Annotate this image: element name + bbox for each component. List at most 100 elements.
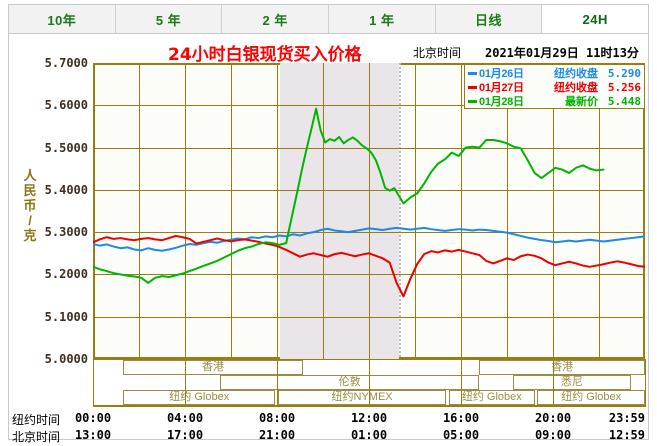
nymex-session-shading bbox=[280, 63, 399, 359]
y-axis-tick-label: 5.0000 bbox=[44, 352, 88, 366]
session-label: 纽约NYMEX bbox=[331, 391, 393, 403]
x-axis-row2-label: 北京时间 bbox=[12, 430, 61, 444]
market-session-bars: 香港 香港 伦敦 悉尼 纽约 Globex 纽约NYMEX 纽约 Globex 纽约 Glob… bbox=[93, 359, 646, 407]
x-axis-tick-bj: 12:59 bbox=[608, 428, 645, 442]
tab-daily[interactable]: 日线 bbox=[435, 5, 543, 33]
legend-value: 5.290 bbox=[607, 66, 641, 80]
session-bar bbox=[219, 375, 480, 390]
y-axis-labels: 5.7000 5.6000 5.5000 5.4000 5.3000 5.2000 5.10… bbox=[0, 56, 88, 366]
grid-line-vertical bbox=[415, 63, 416, 359]
y-axis-title-char: 币 bbox=[23, 198, 37, 213]
legend-value: 5.256 bbox=[607, 80, 641, 94]
session-divider bbox=[93, 359, 94, 407]
session-bar bbox=[123, 360, 303, 375]
x-axis-tick-ny: 08:00 bbox=[258, 411, 296, 425]
y-axis-title-char: 人 bbox=[23, 168, 37, 183]
session-divider bbox=[185, 359, 186, 407]
grid-line-vertical bbox=[461, 63, 462, 359]
y-axis-tick-label: 5.4000 bbox=[44, 182, 88, 197]
session-label: 伦敦 bbox=[338, 376, 361, 388]
series-legend: 01月26日 纽约收盘 5.290 01月27日 纽约收盘 5.256 01月2… bbox=[464, 64, 645, 109]
x-axis-tick-bj: 09:00 bbox=[534, 428, 572, 442]
y-axis-tick-label: 5.7000 bbox=[44, 56, 88, 70]
y-axis-tick-label: 5.5000 bbox=[44, 140, 88, 155]
grid-line-vertical bbox=[369, 63, 370, 359]
grid-line-vertical bbox=[599, 63, 600, 359]
legend-dash-icon bbox=[468, 71, 477, 75]
timestamp: 2021年01月29日 11时13分 bbox=[485, 46, 639, 60]
session-bar bbox=[123, 390, 276, 405]
grid-line-vertical bbox=[185, 63, 186, 359]
tab-24h[interactable]: 24H bbox=[542, 5, 649, 33]
tab-1y[interactable]: 1 年 bbox=[329, 5, 436, 33]
session-bar bbox=[479, 360, 645, 375]
x-axis: 纽约时间 北京时间 00:00 04:00 08:00 12:00 16:00 20:00… bbox=[0, 409, 657, 446]
session-label: 香港 bbox=[551, 361, 574, 373]
session-label: 悉尼 bbox=[560, 376, 583, 388]
legend-value: 5.448 bbox=[607, 94, 641, 108]
page-title: 24小时白银现货买入价格 bbox=[168, 45, 362, 65]
series-line-2 bbox=[93, 109, 604, 283]
tab-5y[interactable]: 5 年 bbox=[115, 5, 223, 33]
legend-dash-icon bbox=[468, 85, 477, 89]
grid-line-vertical bbox=[139, 63, 140, 359]
x-axis-tick-ny: 04:00 bbox=[166, 411, 204, 425]
session-bar bbox=[277, 390, 447, 405]
x-axis-tick-ny: 23:59 bbox=[608, 411, 645, 425]
legend-caption: 最新价 bbox=[565, 96, 598, 108]
y-axis-title-char: 民 bbox=[23, 183, 37, 198]
x-axis-tick-bj: 21:00 bbox=[258, 428, 296, 442]
x-axis-tick-ny: 16:00 bbox=[442, 411, 480, 425]
y-axis-title: 人 民 币 / 克 bbox=[20, 168, 40, 243]
grid-line-vertical bbox=[277, 63, 278, 359]
legend-row-2: 01月28日 最新价 5.448 bbox=[468, 94, 641, 108]
session-bottom-rule bbox=[93, 405, 645, 407]
series-lines bbox=[93, 63, 645, 359]
series-line-1 bbox=[93, 236, 645, 296]
tab-2y[interactable]: 2 年 bbox=[222, 5, 330, 33]
session-divider bbox=[369, 359, 370, 407]
timeframe-tab-bar: 10年 5 年 2 年 1 年 日线 24H bbox=[8, 4, 649, 34]
session-divider bbox=[553, 359, 554, 407]
x-axis-row1-label: 纽约时间 bbox=[12, 413, 61, 427]
x-axis-tick-ny: 12:00 bbox=[350, 411, 388, 425]
timezone-label: 北京时间 bbox=[413, 46, 462, 60]
legend-date: 01月28日 bbox=[479, 96, 524, 108]
x-axis-tick-bj: 17:00 bbox=[166, 428, 204, 442]
chart-header: 24小时白银现货买入价格 北京时间 2021年01月29日 11时13分 bbox=[93, 40, 653, 65]
legend-date: 01月27日 bbox=[479, 82, 524, 94]
series-line-0 bbox=[93, 228, 645, 251]
session-divider bbox=[277, 359, 278, 407]
price-chart[interactable] bbox=[93, 63, 645, 359]
y-axis-title-char: 克 bbox=[23, 228, 37, 243]
session-label: 纽约 Globex bbox=[561, 391, 622, 403]
session-divider bbox=[645, 359, 646, 407]
y-axis-tick-label: 5.3000 bbox=[44, 225, 88, 240]
x-axis-tick-bj: 01:00 bbox=[350, 428, 388, 442]
x-axis-tick-ny: 20:00 bbox=[534, 411, 572, 425]
y-axis-tick-label: 5.2000 bbox=[44, 267, 88, 282]
y-axis-title-char: / bbox=[28, 213, 32, 228]
tab-10y[interactable]: 10年 bbox=[9, 5, 116, 33]
legend-row-1: 01月27日 纽约收盘 5.256 bbox=[468, 80, 641, 94]
session-label: 纽约 Globex bbox=[461, 391, 522, 403]
legend-dash-icon bbox=[468, 99, 477, 103]
legend-row-0: 01月26日 纽约收盘 5.290 bbox=[468, 66, 641, 80]
y-axis-tick-label: 5.6000 bbox=[44, 98, 88, 113]
session-bar bbox=[449, 390, 535, 405]
grid-line-vertical bbox=[231, 63, 232, 359]
session-bar bbox=[512, 375, 632, 390]
legend-date: 01月26日 bbox=[479, 68, 524, 80]
grid-line-vertical bbox=[553, 63, 554, 359]
x-axis-tick-bj: 05:00 bbox=[442, 428, 480, 442]
session-bar bbox=[537, 390, 645, 405]
y-axis-tick-label: 5.1000 bbox=[44, 309, 88, 324]
x-axis-tick-ny: 00:00 bbox=[74, 411, 112, 425]
grid-line-vertical bbox=[507, 63, 508, 359]
x-axis-tick-bj: 13:00 bbox=[74, 428, 112, 442]
legend-caption: 纽约收盘 bbox=[554, 82, 598, 94]
session-label: 香港 bbox=[202, 361, 225, 373]
session-divider bbox=[461, 359, 462, 407]
grid-line-vertical bbox=[323, 63, 324, 359]
nymex-session-edge bbox=[398, 63, 401, 359]
